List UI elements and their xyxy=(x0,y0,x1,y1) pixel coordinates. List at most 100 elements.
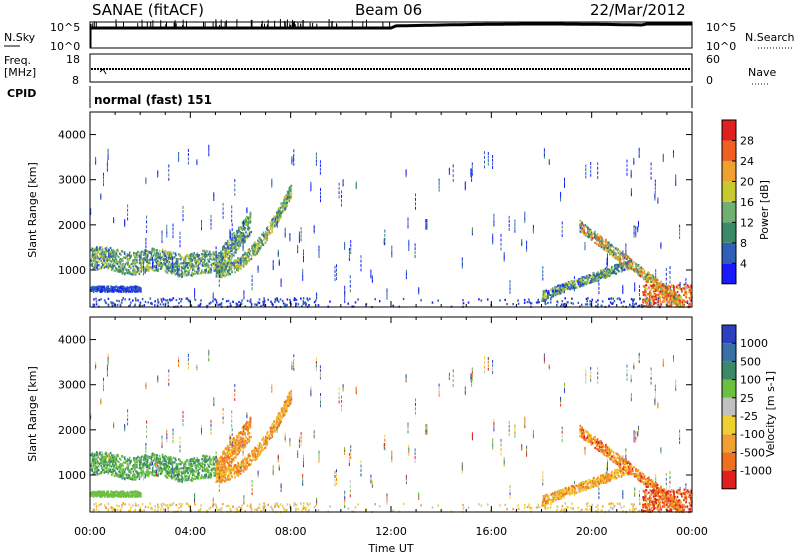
echo-cell xyxy=(123,266,126,269)
echo-cell xyxy=(549,294,552,297)
echo-cell xyxy=(426,226,428,230)
echo-cell xyxy=(471,230,473,234)
echo-cell xyxy=(100,298,102,301)
echo-cell xyxy=(580,229,583,232)
echo-cell xyxy=(600,240,603,244)
echo-cell xyxy=(642,276,645,279)
echo-cell xyxy=(231,451,233,454)
echo-cell xyxy=(687,287,689,290)
echo-cell xyxy=(517,299,519,302)
echo-cell xyxy=(236,303,238,306)
echo-cell xyxy=(229,273,232,276)
echo-cell xyxy=(595,279,598,282)
echo-cell xyxy=(295,304,297,307)
echo-cell xyxy=(681,298,684,301)
echo-cell xyxy=(684,300,687,303)
echo-cell xyxy=(90,249,93,252)
echo-cell xyxy=(263,233,265,236)
echo-cell xyxy=(91,264,93,267)
echo-cell xyxy=(671,285,674,288)
echo-cell xyxy=(612,253,615,256)
echo-cell xyxy=(172,268,174,272)
echo-cell xyxy=(349,275,351,279)
echo-cell xyxy=(659,296,661,299)
echo-cell xyxy=(338,186,340,190)
echo-cell xyxy=(124,256,127,259)
echo-cell xyxy=(157,461,160,464)
echo-cell xyxy=(178,266,180,270)
echo-cell xyxy=(586,231,588,234)
echo-cell xyxy=(598,291,600,295)
echo-cell xyxy=(612,297,614,300)
echo-cell xyxy=(464,187,466,191)
echo-cell xyxy=(148,267,151,270)
echo-cell xyxy=(598,240,601,243)
echo-cell xyxy=(131,290,134,293)
echo-cell xyxy=(140,263,142,266)
echo-cell xyxy=(559,284,562,287)
echo-cell xyxy=(257,243,259,246)
echo-cell xyxy=(653,288,656,291)
echo-cell xyxy=(300,238,302,242)
echo-cell xyxy=(134,258,137,261)
echo-cell xyxy=(130,301,132,304)
echo-cell xyxy=(673,301,676,304)
echo-cell xyxy=(113,455,116,458)
echo-cell xyxy=(241,221,244,224)
echo-cell xyxy=(191,271,193,274)
echo-cell xyxy=(677,284,679,287)
echo-cell xyxy=(651,301,653,304)
echo-cell xyxy=(144,249,147,252)
echo-cell xyxy=(234,261,236,264)
echo-cell xyxy=(223,251,226,254)
echo-cell xyxy=(622,260,625,263)
echo-cell xyxy=(244,257,247,260)
echo-cell xyxy=(213,466,216,469)
echo-cell xyxy=(248,439,251,442)
echo-cell xyxy=(265,230,267,233)
echo-cell xyxy=(567,282,570,285)
echo-cell xyxy=(243,241,245,245)
echo-cell xyxy=(229,247,231,250)
echo-cell xyxy=(663,292,665,296)
echo-cell xyxy=(676,290,679,293)
echo-cell xyxy=(561,221,563,225)
echo-cell xyxy=(175,272,178,275)
echo-cell xyxy=(166,228,168,231)
echo-cell xyxy=(589,281,591,284)
echo-cell xyxy=(620,251,623,254)
echo-cell xyxy=(627,261,629,264)
echo-cell xyxy=(556,292,558,295)
echo-cell xyxy=(246,262,248,265)
echo-cell xyxy=(169,270,172,273)
echo-cell xyxy=(181,256,184,259)
echo-cell xyxy=(313,230,315,234)
echo-cell xyxy=(229,463,231,467)
echo-cell xyxy=(405,169,407,173)
echo-cell xyxy=(156,257,158,261)
echo-cell xyxy=(123,461,125,464)
echo-cell xyxy=(126,258,129,261)
echo-cell xyxy=(96,248,98,251)
echo-cell xyxy=(205,263,208,266)
echo-cell xyxy=(118,268,120,271)
echo-cell xyxy=(280,215,282,218)
echo-cell xyxy=(116,303,119,307)
echo-cell xyxy=(198,254,201,257)
echo-cell xyxy=(461,262,463,266)
echo-cell xyxy=(159,258,162,261)
echo-cell xyxy=(117,454,119,458)
echo-cell xyxy=(92,255,95,258)
echo-cell xyxy=(680,300,683,303)
echo-cell xyxy=(230,247,232,250)
echo-cell xyxy=(179,258,181,261)
echo-cell xyxy=(532,224,534,228)
echo-cell xyxy=(155,268,157,271)
echo-cell xyxy=(623,300,625,303)
echo-cell xyxy=(594,276,597,279)
echo-cell xyxy=(240,257,242,261)
echo-cell xyxy=(204,269,206,272)
echo-cell xyxy=(191,253,193,256)
echo-cell xyxy=(238,300,240,304)
echo-cell xyxy=(234,244,236,248)
